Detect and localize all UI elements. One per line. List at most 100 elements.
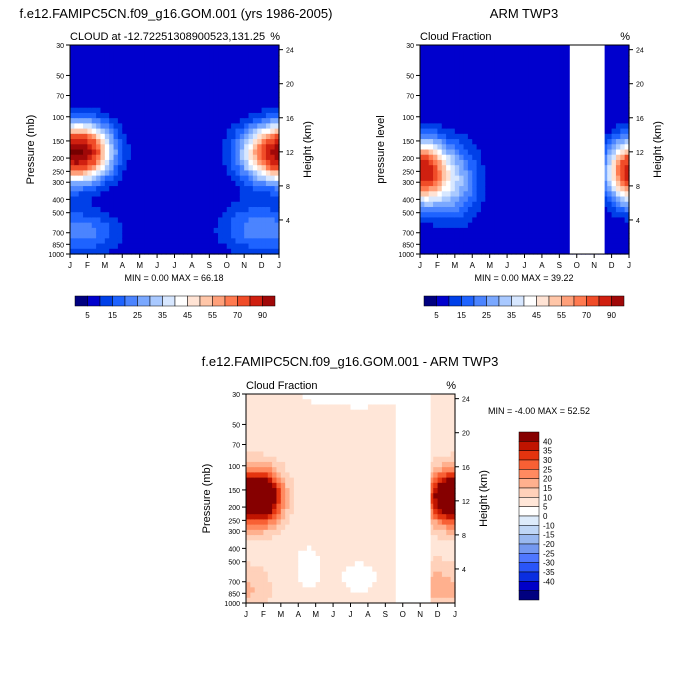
heatmap-cell bbox=[274, 191, 280, 198]
heatmap-cell bbox=[602, 65, 608, 72]
heatmap-cell bbox=[226, 186, 232, 192]
heatmap-cell bbox=[559, 159, 565, 166]
heatmap-cell bbox=[528, 102, 534, 109]
heatmap-cell bbox=[424, 112, 430, 119]
heatmap-cell bbox=[104, 65, 110, 72]
heatmap-cell bbox=[546, 233, 552, 239]
heatmap-cell bbox=[200, 86, 206, 93]
heatmap-cell bbox=[328, 477, 334, 484]
heatmap-cell bbox=[515, 248, 521, 255]
heatmap-cell bbox=[257, 186, 263, 192]
heatmap-cell bbox=[74, 92, 80, 98]
heatmap-cell bbox=[272, 535, 278, 541]
heatmap-cell bbox=[302, 519, 308, 526]
heatmap-cell bbox=[337, 529, 343, 536]
heatmap-cell bbox=[441, 149, 447, 156]
heatmap-cell bbox=[244, 102, 250, 109]
heatmap-cell bbox=[337, 592, 343, 599]
heatmap-cell bbox=[337, 430, 343, 437]
heatmap-cell bbox=[213, 76, 219, 83]
heatmap-cell bbox=[454, 201, 460, 208]
heatmap-cell bbox=[100, 191, 106, 198]
heatmap-cell bbox=[428, 76, 434, 83]
heatmap-cell bbox=[459, 76, 465, 83]
heatmap-cell bbox=[250, 420, 256, 426]
heatmap-cell bbox=[104, 107, 110, 114]
heatmap-cell bbox=[178, 144, 184, 151]
y-tick-label: 1000 bbox=[398, 252, 414, 259]
heatmap-cell bbox=[550, 112, 556, 119]
heatmap-cell bbox=[257, 123, 263, 130]
heatmap-cell bbox=[620, 186, 626, 192]
heatmap-cell bbox=[554, 212, 560, 219]
heatmap-cell bbox=[274, 112, 280, 119]
heatmap-cell bbox=[267, 430, 273, 437]
heatmap-cell bbox=[324, 587, 330, 594]
heatmap-cell bbox=[463, 60, 469, 67]
heatmap-cell bbox=[130, 180, 136, 187]
heatmap-cell bbox=[459, 128, 465, 135]
heatmap-cell bbox=[254, 435, 260, 442]
heatmap-cell bbox=[520, 97, 526, 104]
heatmap-cell bbox=[541, 154, 547, 161]
heatmap-cell bbox=[298, 430, 304, 437]
heatmap-cell bbox=[550, 50, 556, 57]
heatmap-cell bbox=[139, 60, 145, 67]
heatmap-cell bbox=[428, 112, 434, 119]
heatmap-cell bbox=[472, 139, 478, 145]
heatmap-cell bbox=[611, 76, 617, 83]
heatmap-cell bbox=[424, 55, 430, 62]
heatmap-cell bbox=[267, 482, 273, 489]
heatmap-cell bbox=[293, 441, 299, 447]
heatmap-cell bbox=[130, 144, 136, 151]
heatmap-cell bbox=[100, 45, 106, 51]
heatmap-cell bbox=[239, 186, 245, 192]
heatmap-cell bbox=[200, 217, 206, 224]
heatmap-cell bbox=[480, 212, 486, 219]
heatmap-cell bbox=[546, 154, 552, 161]
heatmap-cell bbox=[328, 461, 334, 468]
heatmap-cell bbox=[537, 243, 543, 250]
heatmap-cell bbox=[263, 508, 269, 515]
heatmap-cell bbox=[441, 175, 447, 182]
heatmap-cell bbox=[239, 133, 245, 140]
heatmap-cell bbox=[187, 45, 193, 51]
heatmap-cell bbox=[252, 133, 258, 140]
heatmap-cell bbox=[218, 196, 223, 203]
heatmap-cell bbox=[324, 409, 330, 416]
heatmap-cell bbox=[624, 65, 630, 72]
heatmap-cell bbox=[231, 238, 237, 245]
heatmap-cell bbox=[226, 71, 232, 77]
heatmap-cell bbox=[489, 86, 495, 93]
colorbar-tick-label: 70 bbox=[233, 311, 242, 320]
heatmap-cell bbox=[87, 144, 93, 151]
heatmap-cell bbox=[157, 128, 163, 135]
heatmap-cell bbox=[174, 180, 180, 187]
heatmap-cell bbox=[433, 86, 439, 93]
heatmap-cell bbox=[209, 60, 215, 67]
heatmap-cell bbox=[515, 92, 521, 98]
heatmap-cell bbox=[187, 212, 193, 219]
heatmap-cell bbox=[554, 191, 560, 198]
heatmap-cell bbox=[231, 128, 237, 135]
heatmap-cell bbox=[511, 248, 517, 255]
heatmap-cell bbox=[324, 545, 330, 552]
heatmap-cell bbox=[428, 81, 434, 88]
heatmap-cell bbox=[420, 217, 425, 224]
heatmap-cell bbox=[298, 451, 304, 458]
heatmap-cell bbox=[274, 212, 280, 219]
heatmap-cell bbox=[437, 175, 443, 182]
heatmap-cell bbox=[611, 212, 617, 219]
heatmap-cell bbox=[324, 394, 330, 400]
heatmap-cell bbox=[602, 112, 608, 119]
heatmap-cell bbox=[433, 71, 439, 77]
heatmap-cell bbox=[70, 50, 75, 57]
heatmap-cell bbox=[515, 222, 521, 229]
heatmap-cell bbox=[559, 133, 565, 140]
heatmap-cell bbox=[109, 191, 115, 198]
heatmap-cell bbox=[130, 186, 136, 192]
heatmap-cell bbox=[100, 118, 106, 124]
heatmap-cell bbox=[259, 430, 265, 437]
heatmap-cell bbox=[109, 217, 115, 224]
heatmap-cell bbox=[494, 139, 499, 145]
